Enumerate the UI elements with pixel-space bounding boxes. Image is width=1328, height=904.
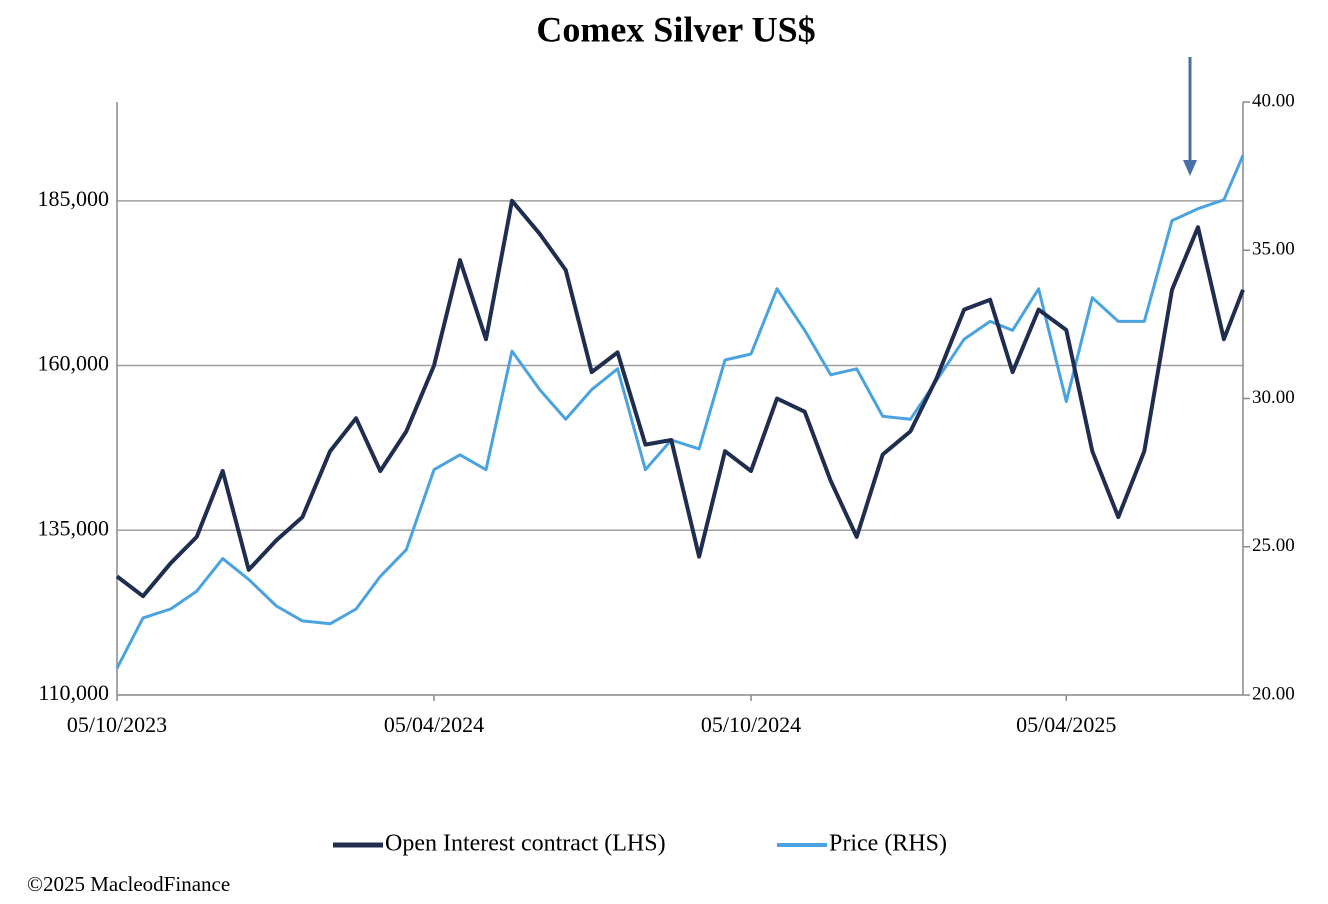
x-tick-label: 05/10/2023	[67, 712, 167, 737]
y2-tick-label: 35.00	[1252, 239, 1295, 260]
y2-tick-label: 25.00	[1252, 535, 1295, 556]
legend-label: Open Interest contract (LHS)	[385, 831, 666, 857]
y-tick-label: 160,000	[38, 351, 110, 376]
chart-title: Comex Silver US$	[536, 9, 815, 49]
series-line	[115, 198, 1245, 599]
footer: ©2025 MacleodFinance	[27, 872, 230, 896]
y2-tick-label: 20.00	[1252, 683, 1295, 704]
y-tick-label: 135,000	[38, 515, 110, 540]
series-line	[115, 154, 1245, 669]
x-tick-label: 05/04/2025	[1016, 712, 1116, 737]
annotation-arrowhead	[1183, 160, 1197, 176]
x-tick-label: 05/04/2024	[384, 712, 484, 737]
legend-label: Price (RHS)	[829, 831, 947, 857]
y2-tick-label: 40.00	[1252, 90, 1295, 111]
x-tick-label: 05/10/2024	[701, 712, 801, 737]
y-tick-label: 185,000	[38, 186, 110, 211]
y2-tick-label: 30.00	[1252, 387, 1295, 408]
y-tick-label: 110,000	[38, 680, 109, 705]
